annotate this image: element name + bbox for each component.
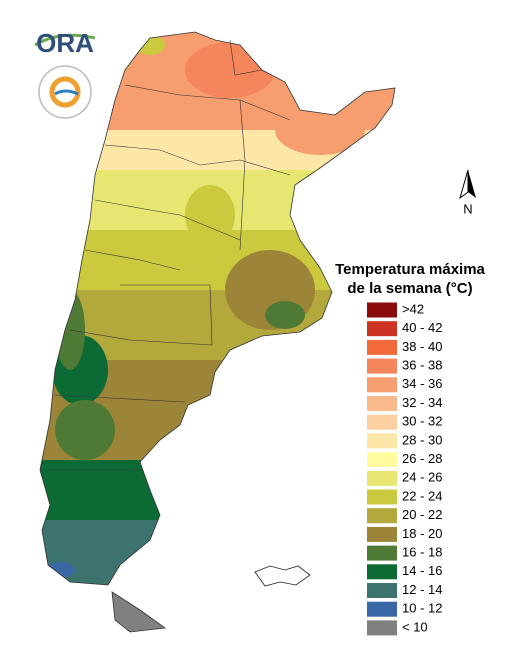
legend-label: 28 - 30 bbox=[402, 432, 442, 447]
logo-text: ORA bbox=[36, 28, 94, 58]
legend-label: 34 - 36 bbox=[402, 376, 442, 391]
legend-label: 14 - 16 bbox=[402, 563, 442, 578]
legend-title: de la semana (°C) bbox=[347, 280, 472, 297]
legend-label: 18 - 20 bbox=[402, 526, 442, 541]
legend-swatch bbox=[367, 508, 397, 524]
legend-label: 40 - 42 bbox=[402, 320, 442, 335]
legend-label: 10 - 12 bbox=[402, 601, 442, 616]
legend-swatch bbox=[367, 433, 397, 449]
legend-swatch bbox=[367, 452, 397, 468]
legend-label: 16 - 18 bbox=[402, 545, 442, 560]
islands bbox=[254, 565, 311, 587]
legend-swatch bbox=[367, 489, 397, 505]
legend-label: 12 - 14 bbox=[402, 582, 442, 597]
legend-label: 30 - 32 bbox=[402, 414, 442, 429]
legend-swatch bbox=[367, 620, 397, 636]
country-outline bbox=[39, 31, 396, 633]
legend-swatch bbox=[367, 414, 397, 430]
legend-label: 20 - 22 bbox=[402, 507, 442, 522]
legend-label: 26 - 28 bbox=[402, 451, 442, 466]
legend-swatch bbox=[367, 526, 397, 542]
north-label: N bbox=[463, 201, 472, 216]
legend-swatch bbox=[367, 564, 397, 580]
legend-swatch bbox=[367, 396, 397, 411]
legend-label: >42 bbox=[402, 301, 424, 316]
legend-swatch bbox=[367, 339, 397, 355]
legend-swatch bbox=[367, 358, 397, 374]
legend-label: 24 - 26 bbox=[402, 470, 442, 485]
legend-label: 32 - 34 bbox=[402, 395, 442, 410]
legend-swatch bbox=[367, 377, 397, 393]
legend-label: 38 - 40 bbox=[402, 339, 442, 354]
legend-swatch bbox=[367, 601, 397, 617]
legend-swatch bbox=[367, 470, 397, 486]
legend-swatch bbox=[367, 583, 397, 598]
legend-label: 36 - 38 bbox=[402, 358, 442, 373]
legend-label: < 10 bbox=[402, 619, 428, 634]
legend-title: Temperatura máxima bbox=[335, 261, 485, 278]
legend-swatch bbox=[367, 545, 397, 561]
legend: Temperatura máxima de la semana (°C) >42 40… bbox=[335, 261, 486, 636]
province-borders bbox=[45, 39, 291, 471]
north-arrow: N bbox=[459, 169, 476, 216]
logo: ORA bbox=[34, 28, 96, 119]
legend-label: 22 - 24 bbox=[402, 488, 442, 503]
legend-swatch bbox=[367, 302, 397, 318]
legend-swatch bbox=[367, 321, 397, 337]
